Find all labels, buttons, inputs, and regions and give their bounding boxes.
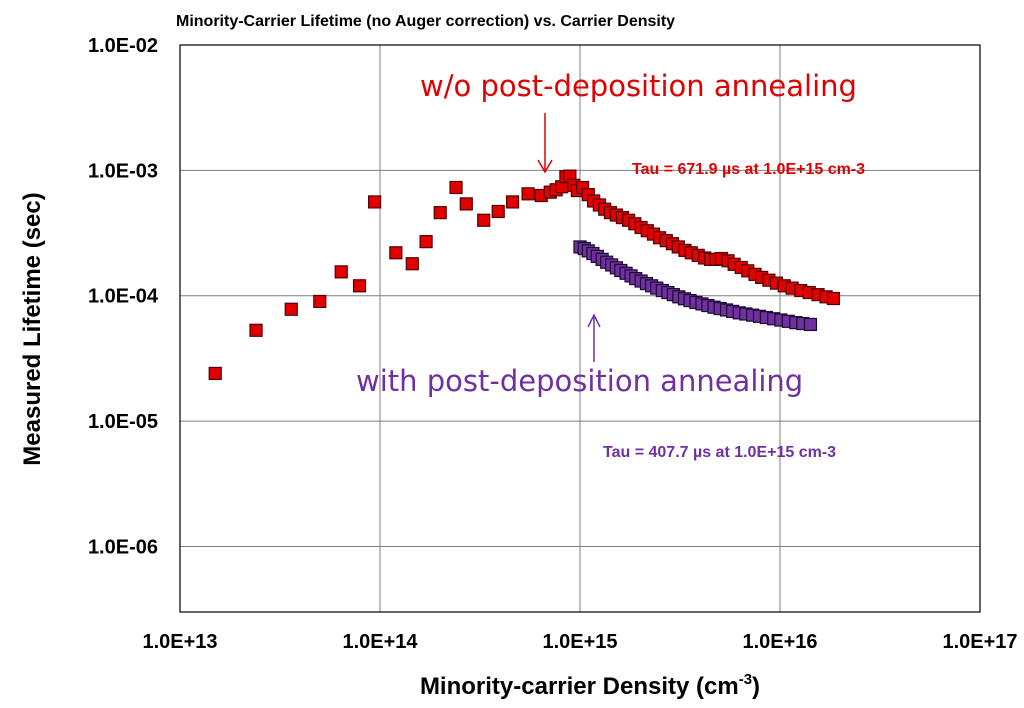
data-point	[803, 317, 818, 332]
x-tick-label: 1.0E+17	[942, 631, 1017, 653]
data-point	[352, 279, 367, 293]
data-point	[477, 213, 491, 227]
data-point	[368, 195, 382, 209]
y-tick-label: 1.0E-04	[88, 286, 159, 308]
data-point	[505, 195, 520, 209]
x-tick-label: 1.0E+16	[742, 631, 817, 653]
y-tick-label: 1.0E-05	[88, 411, 158, 433]
series-with-annealing	[573, 240, 818, 332]
data-point	[449, 180, 463, 195]
x-axis-label: Minority-carrier Density (cm-3)	[420, 671, 760, 700]
tau-without-annealing: Tau = 671.9 µs at 1.0E+15 cm-3	[632, 161, 865, 178]
data-point	[521, 187, 535, 201]
y-axis-label: Measured Lifetime (sec)	[19, 192, 46, 465]
tau-with-annealing: Tau = 407.7 µs at 1.0E+15 cm-3	[603, 444, 836, 461]
grid	[179, 44, 981, 612]
x-tick-label: 1.0E+14	[342, 631, 418, 653]
data-point	[284, 302, 298, 316]
data-point	[389, 246, 403, 260]
label-with-annealing: with post-deposition annealing	[356, 364, 803, 398]
arrowhead-without-annealing	[537, 159, 553, 174]
data-point	[334, 265, 348, 279]
arrowhead-with-annealing	[587, 313, 601, 328]
data-point	[313, 294, 327, 309]
y-tick-labels: 1.0E-06 1.0E-05 1.0E-04 1.0E-03 1.0E-02	[88, 35, 159, 558]
data-point	[405, 257, 419, 271]
data-point	[419, 235, 433, 249]
plot-frame	[179, 44, 981, 613]
data-point	[459, 197, 473, 211]
data-point	[433, 206, 447, 220]
x-tick-label: 1.0E+13	[142, 631, 217, 653]
y-tick-label: 1.0E-06	[88, 536, 158, 558]
x-tick-label: 1.0E+15	[542, 631, 617, 653]
y-tick-label: 1.0E-03	[88, 160, 158, 182]
data-point	[491, 204, 505, 219]
y-tick-label: 1.0E-02	[88, 35, 158, 57]
chart-title: Minority-Carrier Lifetime (no Auger corr…	[176, 13, 675, 30]
label-without-annealing: w/o post-deposition annealing	[420, 69, 857, 103]
x-tick-labels: 1.0E+13 1.0E+14 1.0E+15 1.0E+16 1.0E+17	[142, 631, 1017, 653]
data-point	[208, 366, 222, 381]
series-without-annealing	[208, 169, 841, 381]
data-point	[249, 323, 263, 337]
data-point	[826, 291, 841, 306]
